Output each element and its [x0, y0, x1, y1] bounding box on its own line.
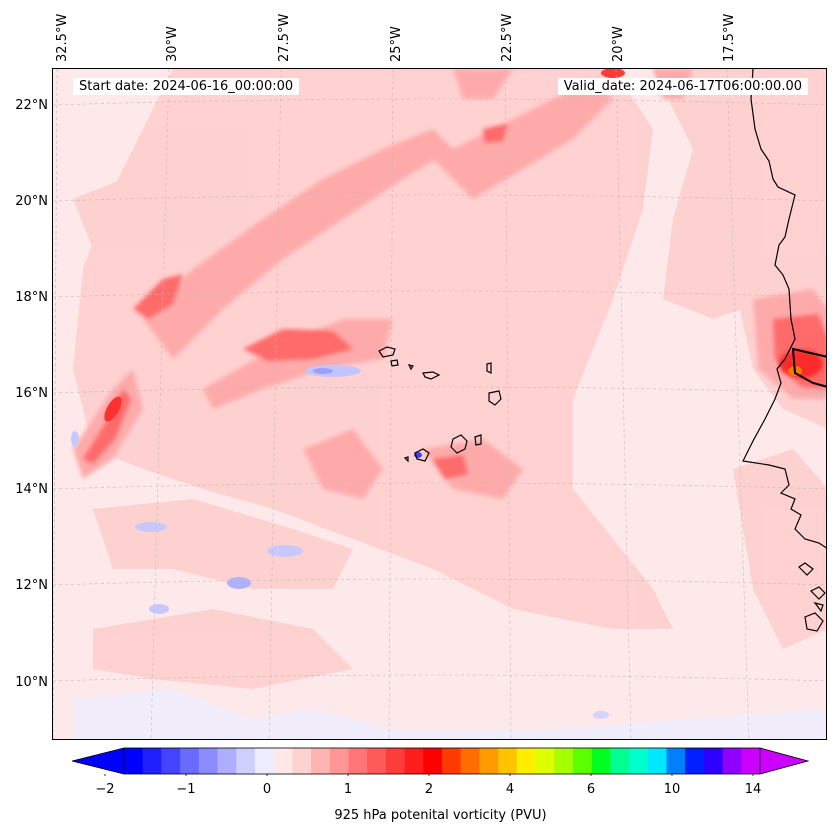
- lat-label-12n: 12°N: [15, 578, 48, 593]
- lon-label-25w: 25°W: [389, 26, 404, 62]
- pv-field-map: [53, 69, 826, 739]
- colorbar-cell: [703, 748, 724, 774]
- lat-label-18n: 18°N: [15, 290, 48, 305]
- colorbar-cell: [498, 748, 518, 774]
- colorbar-cell: [610, 748, 630, 774]
- colorbar-tick-14: 14: [744, 782, 762, 797]
- colorbar-cell: [685, 748, 705, 774]
- pv-contour-negative: [71, 365, 826, 739]
- colorbar-tick-1: 1: [343, 782, 353, 797]
- colorbar-cell: [254, 748, 275, 774]
- lat-label-16n: 16°N: [15, 386, 48, 401]
- colorbar-cell: [572, 748, 593, 774]
- lon-label-30w: 30°W: [165, 26, 180, 62]
- colorbar-cell: [666, 748, 686, 774]
- colorbar-cell: [198, 748, 219, 774]
- colorbar-over-arrow: [760, 748, 808, 774]
- lon-label-27-5w: 27.5°W: [277, 13, 292, 62]
- valid-date-label: Valid_date: 2024-06-17T06:00:00.00: [557, 78, 808, 95]
- colorbar-cell: [142, 748, 162, 774]
- colorbar-cell: [273, 748, 293, 774]
- start-date-label: Start date: 2024-06-16_00:00:00: [73, 78, 300, 95]
- colorbar-cell: [423, 748, 443, 774]
- colorbar: [72, 747, 810, 776]
- colorbar-tick-2: 2: [424, 782, 434, 797]
- colorbar-cell: [722, 748, 742, 774]
- colorbar-tick-0: 0: [262, 782, 272, 797]
- colorbar-cell: [479, 748, 499, 774]
- colorbar-cell: [311, 748, 331, 774]
- cape-verde-islands: [378, 346, 502, 463]
- africa-coastline: [742, 69, 826, 632]
- colorbar-under-arrow: [72, 748, 124, 774]
- map-plot-area[interactable]: Start date: 2024-06-16_00:00:00 Valid_da…: [52, 68, 827, 740]
- colorbar-cell: [535, 748, 555, 774]
- lat-label-20n: 20°N: [15, 194, 48, 209]
- colorbar-cell: [161, 748, 181, 774]
- colorbar-cell: [180, 748, 200, 774]
- lon-label-32-5w: 32.5°W: [55, 13, 70, 62]
- lat-label-10n: 10°N: [15, 675, 48, 690]
- colorbar-cell: [554, 748, 574, 774]
- lon-label-17-5w: 17.5°W: [722, 13, 737, 62]
- colorbar-tick-6: 6: [586, 782, 596, 797]
- colorbar-title: 925 hPa potenital vorticity (PVU): [334, 808, 547, 823]
- colorbar-cell: [124, 748, 144, 774]
- pv-contour-core: [104, 69, 823, 422]
- colorbar-cell: [442, 748, 462, 774]
- graticule: [53, 69, 826, 739]
- colorbar-cell: [292, 748, 312, 774]
- lat-label-22n: 22°N: [15, 98, 48, 113]
- colorbar-cell: [236, 748, 256, 774]
- colorbar-cell: [367, 748, 387, 774]
- colorbar-tick-4: 4: [505, 782, 515, 797]
- lon-label-20w: 20°W: [611, 26, 626, 62]
- colorbar-cell: [591, 748, 611, 774]
- colorbar-cell: [460, 748, 480, 774]
- colorbar-cell: [629, 748, 649, 774]
- lat-label-14n: 14°N: [15, 482, 48, 497]
- colorbar-cell: [404, 748, 424, 774]
- colorbar-tick-neg2: −2: [95, 782, 115, 797]
- colorbar-cell: [516, 748, 537, 774]
- colorbar-cell: [647, 748, 667, 774]
- colorbar-cell: [329, 748, 349, 774]
- colorbar-cell: [741, 748, 761, 774]
- colorbar-cell: [385, 748, 406, 774]
- colorbar-cell: [348, 748, 368, 774]
- colorbar-cell: [217, 748, 237, 774]
- colorbar-tick-10: 10: [663, 782, 681, 797]
- colorbar-tick-neg1: −1: [176, 782, 196, 797]
- lon-label-22-5w: 22.5°W: [500, 13, 515, 62]
